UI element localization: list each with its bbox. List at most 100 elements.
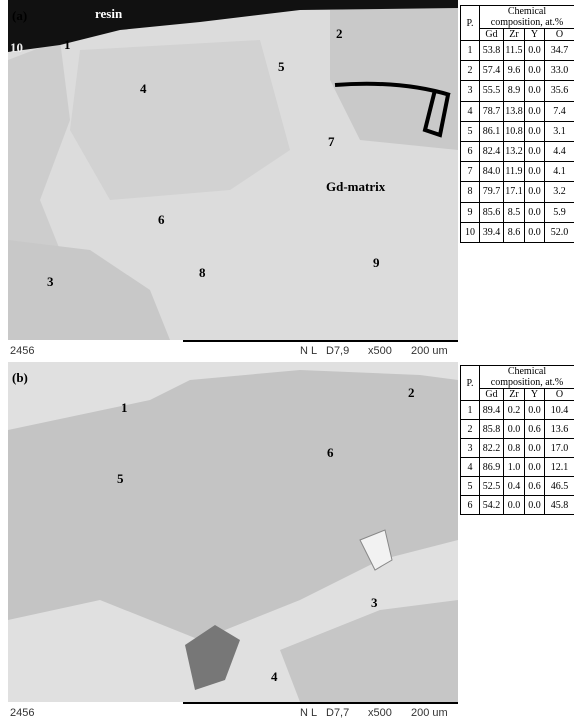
table-cell: 10.8: [503, 120, 525, 142]
phase-region: [280, 600, 458, 702]
table-cell: 1: [460, 39, 480, 62]
table-cell: 0.0: [503, 495, 525, 515]
point-label: 1: [121, 400, 128, 415]
table-cell: 5: [460, 476, 480, 496]
table-cell: 0.8: [503, 438, 525, 458]
table-cell: 13.2: [503, 140, 525, 163]
table-cell: 5.9: [544, 201, 574, 223]
table-cell: 0.0: [524, 120, 545, 142]
point-label: 4: [271, 669, 278, 684]
info-wd: D7,9: [326, 345, 349, 357]
table-cell: 1.0: [503, 457, 525, 477]
table-header: Chemical composition, at.%: [479, 5, 574, 29]
table-cell: 0.6: [524, 476, 545, 496]
table-cell: 52.5: [479, 476, 504, 496]
table-cell: 55.5: [479, 80, 504, 102]
table-cell: 0.0: [524, 100, 545, 122]
point-label: 3: [371, 595, 378, 610]
table-cell: 9.6: [503, 60, 525, 82]
table-cell: 7.4: [544, 100, 574, 122]
table-cell: 45.8: [544, 495, 574, 515]
column-header: P.: [460, 365, 480, 401]
point-label: 4: [140, 81, 147, 96]
column-header: Gd: [479, 28, 504, 41]
panel-label: (a): [12, 8, 27, 23]
info-mode: N L: [300, 707, 317, 719]
info-scale: 200 um: [411, 345, 448, 357]
table-cell: 6: [460, 140, 480, 163]
table-cell: 8.6: [503, 221, 525, 243]
table-cell: 82.2: [479, 438, 504, 458]
composition-table: P. Chemical composition, at.% Gd Zr Y O 1 53.8 1…: [460, 5, 574, 243]
column-header: O: [544, 388, 574, 401]
info-wd: D7,7: [326, 707, 349, 719]
info-mode: N L: [300, 345, 317, 357]
table-cell: 0.0: [524, 221, 545, 243]
point-label: 6: [327, 445, 334, 460]
table-cell: 5: [460, 120, 480, 142]
table-cell: 13.8: [503, 100, 525, 122]
point-label: 5: [278, 59, 285, 74]
table: P. Chemical composition, at.% Gd Zr Y O 1 53.8 1…: [460, 5, 574, 243]
table-cell: 17.1: [503, 181, 525, 203]
phase-region: [8, 240, 170, 340]
point-label: 3: [47, 274, 54, 289]
table-cell: 4: [460, 100, 480, 122]
table-cell: 46.5: [544, 476, 574, 496]
column-header: Zr: [503, 388, 525, 401]
table-cell: 7: [460, 161, 480, 183]
table-cell: 3: [460, 438, 480, 458]
point-label: 1: [64, 37, 71, 52]
column-header: Gd: [479, 388, 504, 401]
table-cell: 39.4: [479, 221, 504, 243]
table-cell: 33.0: [544, 60, 574, 82]
table-cell: 0.0: [524, 457, 545, 477]
panel-label: (b): [12, 370, 28, 385]
table-cell: 78.7: [479, 100, 504, 122]
column-header: Y: [524, 388, 545, 401]
table-cell: 17.0: [544, 438, 574, 458]
table-cell: 11.9: [503, 161, 525, 183]
table-cell: 53.8: [479, 39, 504, 62]
point-label: 6: [158, 212, 165, 227]
table-cell: 34.7: [544, 39, 574, 62]
table-cell: 52.0: [544, 221, 574, 243]
table-cell: 8.9: [503, 80, 525, 102]
point-label: 10: [10, 40, 23, 55]
inclusion: [359, 529, 393, 571]
table-cell: 11.5: [503, 39, 525, 62]
table-cell: 12.1: [544, 457, 574, 477]
table-cell: 84.0: [479, 161, 504, 183]
table-cell: 4.4: [544, 140, 574, 163]
column-header: P.: [460, 5, 480, 41]
table-cell: 86.1: [479, 120, 504, 142]
point-label: Gd-matrix: [326, 179, 386, 194]
point-label: 7: [328, 134, 335, 149]
resin: [8, 0, 458, 52]
table: P. Chemical composition, at.% Gd Zr Y O 1 89.4 0…: [460, 365, 574, 515]
table-cell: 0.2: [503, 400, 525, 420]
table-cell: 57.4: [479, 60, 504, 82]
info-id: 2456: [10, 345, 34, 357]
table-cell: 4.1: [544, 161, 574, 183]
table-cell: 3.1: [544, 120, 574, 142]
column-header: Zr: [503, 28, 525, 41]
info-bar: [8, 340, 458, 360]
column-header: O: [544, 28, 574, 41]
table-cell: 0.0: [524, 438, 545, 458]
table-cell: 0.0: [503, 419, 525, 439]
table-header: Chemical composition, at.%: [479, 365, 574, 389]
table-cell: 0.4: [503, 476, 525, 496]
phase-region: [8, 370, 458, 640]
phase-region: [70, 40, 290, 200]
point-label: 2: [336, 26, 343, 41]
info-id: 2456: [10, 707, 34, 719]
info-bar: [8, 702, 458, 721]
table-cell: 10: [460, 221, 480, 243]
point-label: 8: [199, 265, 206, 280]
info-mag: x500: [368, 707, 392, 719]
point-label: resin: [95, 6, 123, 21]
table-cell: 8.5: [503, 201, 525, 223]
table-cell: 89.4: [479, 400, 504, 420]
